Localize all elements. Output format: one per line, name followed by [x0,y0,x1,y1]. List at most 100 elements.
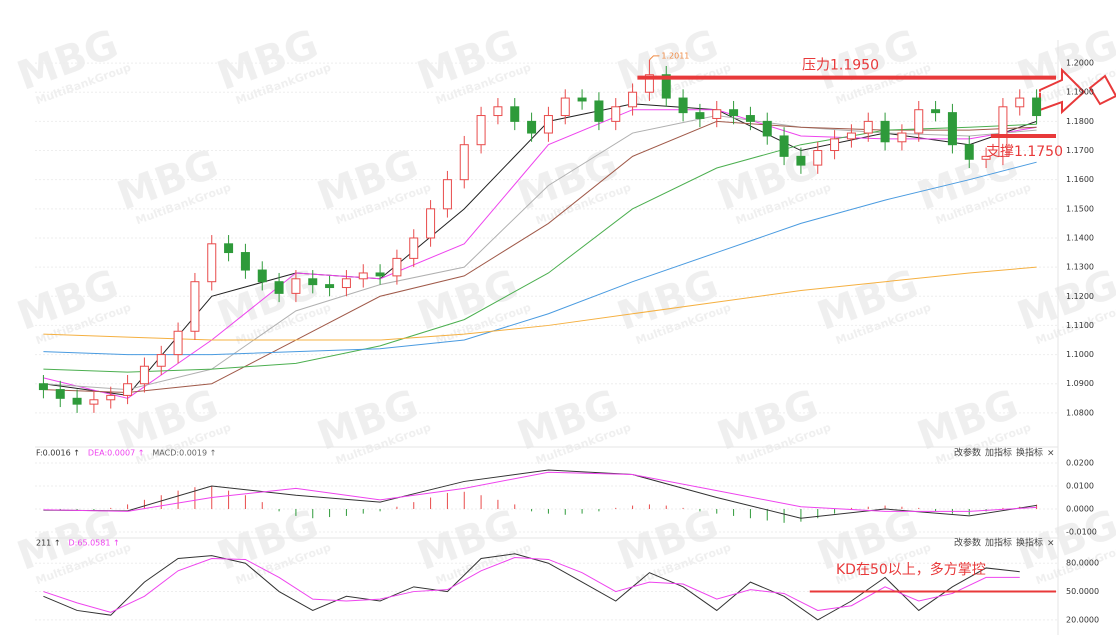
watermark-logo: MBG [1111,141,1116,219]
y-tick-label: 1.0800 [1066,408,1094,417]
level-label: KD在50以上，多方掌控 [836,561,986,578]
indicator-button[interactable]: 改参数 [954,447,981,459]
max-marker [649,55,660,61]
candle-body [224,243,234,254]
indicator-button[interactable]: 改参数 [954,537,981,549]
candle-body [442,179,452,210]
candle-body [426,208,436,239]
y-tick-label: -0.0100 [1066,528,1097,537]
y-tick-label: 1.1800 [1066,117,1094,126]
y-tick-label: 0.0200 [1066,459,1094,468]
y-tick-label: 0.0000 [1066,505,1094,514]
candle-body [106,394,116,401]
indicator-label: MACD:0.0019 ↑ [152,449,216,458]
y-tick-label: 1.1000 [1066,350,1094,359]
indicator-label: F:0.0016 ↑ [36,449,80,458]
level-label: 支撑1.1750 [986,144,1063,160]
dif-line [43,469,1037,519]
candle-body [661,74,671,99]
dea-line [43,471,1037,512]
candle-body [375,272,385,277]
indicator-button[interactable]: 加指标 [985,447,1012,459]
indicator-label: D:65.0581 ↑ [69,539,120,548]
candle-body [863,120,873,134]
candle-body [72,397,82,405]
candle-body [745,115,755,122]
indicator-label: 211 ↑ [36,539,61,548]
candle-body [257,269,267,283]
y-tick-label: 0.0100 [1066,482,1094,491]
candle-body [476,115,486,146]
candle-body [712,109,722,119]
y-tick-label: 1.1500 [1066,204,1094,213]
indicator-button[interactable]: 加指标 [985,537,1012,549]
candle-body [38,383,48,391]
candle-body [846,132,856,140]
candle-body [1032,97,1042,117]
candle-body [998,106,1008,157]
indicator-button[interactable]: × [1047,539,1055,549]
indicator-label: DEA:0.0007 ↑ [88,449,144,458]
candle-body [729,109,739,117]
indicator-button[interactable]: 换指标 [1016,537,1043,549]
y-tick-label: 1.1600 [1066,175,1094,184]
candle-body [459,144,469,181]
candle-body [779,135,789,157]
candle-body [897,132,907,143]
candle-body [274,281,284,294]
candle-body [964,144,974,160]
candle-body [341,278,351,289]
candle-body [510,106,520,122]
candle-body [308,278,318,286]
indicator-button[interactable]: 换指标 [1016,447,1043,459]
candle-body [880,120,890,143]
candle-body [55,389,65,399]
y-tick-label: 1.1700 [1066,146,1094,155]
y-tick-label: 20.0000 [1066,615,1099,624]
indicator-button[interactable]: × [1047,449,1055,459]
level-label: 压力1.1950 [802,58,879,74]
candle-body [981,155,991,160]
candle-body [123,383,133,396]
candle-body [89,399,99,405]
candle-body [695,112,705,119]
candle-body [931,109,941,114]
candle-body [1015,97,1025,108]
candle-body [762,120,772,137]
candle-body [813,150,823,166]
y-tick-label: 80.0000 [1066,559,1099,568]
y-tick-label: 1.2000 [1066,59,1094,68]
d-line [43,557,1020,613]
candle-body [947,112,957,146]
candle-body [577,97,587,102]
candle-body [409,237,419,259]
candle-body [493,106,503,117]
candle-body [358,272,368,280]
candle-body [830,138,840,152]
y-tick-label: 1.1300 [1066,263,1094,272]
arrow-icon [1088,74,1116,106]
y-tick-label: 1.0900 [1066,379,1094,388]
candle-body [240,252,250,271]
candle-body [173,330,183,356]
y-tick-label: 1.1400 [1066,233,1094,242]
candle-body [392,257,402,277]
y-tick-label: 1.1900 [1066,88,1094,97]
candle-body [190,281,200,332]
candle-body [156,354,166,367]
candle-body [594,100,604,122]
candle-body [207,243,217,283]
candle-body [543,115,553,134]
candle-body [139,365,149,385]
candle-body [628,91,638,108]
y-tick-label: 1.1100 [1066,321,1094,330]
candle-body [611,106,621,122]
candle-body [325,284,335,289]
arrow-icon [1039,67,1086,115]
watermark-logo: MBG [1111,381,1116,459]
max-label: 1.2011 [661,51,689,60]
